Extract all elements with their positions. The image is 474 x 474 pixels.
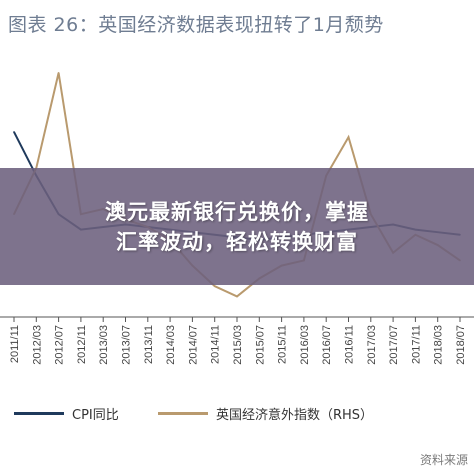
legend-swatch-rhs — [158, 412, 208, 415]
x-tick-label: 2015/03 — [232, 325, 244, 365]
legend-item-cpi: CPI同比 — [14, 404, 119, 423]
banner-line-1: 澳元最新银行兑换价，掌握 — [105, 199, 369, 224]
x-tick-label: 2014/07 — [187, 325, 199, 365]
banner-line-2: 汇率波动，轻松转换财富 — [116, 229, 358, 254]
x-tick-label: 2014/11 — [210, 325, 222, 364]
x-tick-label: 2012/07 — [54, 325, 66, 365]
data-point — [13, 131, 15, 133]
data-point — [347, 136, 350, 138]
x-tick-label: 2013/03 — [98, 325, 110, 365]
legend-swatch-cpi — [14, 412, 64, 415]
legend-label-cpi: CPI同比 — [72, 408, 119, 423]
x-tick-label: 2017/07 — [388, 325, 400, 365]
x-tick-label: 2015/11 — [277, 325, 289, 364]
x-tick-label: 2012/11 — [76, 325, 88, 364]
x-tick-label: 2015/07 — [254, 325, 266, 365]
x-tick-label: 2018/03 — [433, 325, 445, 365]
x-tick-label: 2016/11 — [344, 325, 356, 364]
x-tick-label: 2017/03 — [366, 325, 378, 365]
x-tick-label: 2016/07 — [321, 325, 333, 365]
data-point — [236, 295, 238, 298]
x-tick-label: 2018/07 — [455, 325, 467, 365]
legend-label-rhs: 英国经济意外指数（RHS） — [216, 408, 374, 423]
source-watermark: 资料来源 — [419, 453, 468, 467]
x-tick-label: 2013/11 — [143, 325, 155, 364]
x-tick-label: 2013/07 — [121, 325, 133, 365]
data-point — [213, 285, 216, 287]
promo-banner: 澳元最新银行兑换价，掌握 汇率波动，轻松转换财富 — [0, 168, 474, 285]
x-tick-label: 2014/03 — [165, 325, 177, 365]
x-tick-label: 2016/03 — [299, 325, 311, 365]
x-tick-label: 2017/11 — [410, 325, 422, 364]
chart-title: 图表 26：英国经济数据表现扭转了1月颓势 — [8, 14, 384, 36]
chart-legend: CPI同比 英国经济意外指数（RHS） — [0, 398, 474, 428]
legend-item-rhs: 英国经济意外指数（RHS） — [158, 404, 373, 423]
x-tick-label: 2012/03 — [31, 325, 43, 365]
data-point — [57, 72, 60, 74]
x-tick-label: 2011/11 — [9, 325, 21, 363]
